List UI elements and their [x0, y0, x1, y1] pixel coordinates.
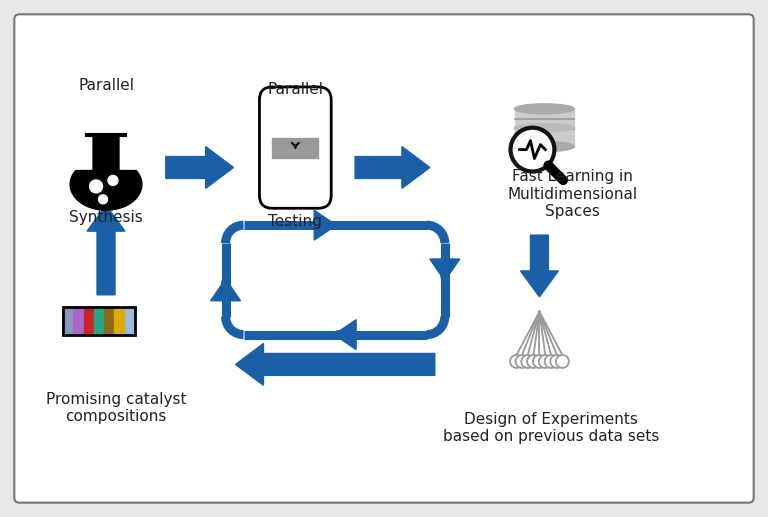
Circle shape [98, 195, 108, 204]
Bar [63, 307, 135, 334]
Bar [114, 307, 124, 334]
Bar [124, 307, 135, 334]
Bar [104, 307, 114, 334]
Text: Fast Learning in
Multidimensional
Spaces: Fast Learning in Multidimensional Spaces [507, 170, 637, 219]
Circle shape [108, 175, 118, 186]
Bar [84, 307, 94, 334]
FancyArrow shape [355, 147, 430, 188]
Text: Promising catalyst
compositions: Promising catalyst compositions [46, 392, 186, 424]
Polygon shape [70, 134, 142, 210]
FancyArrow shape [314, 210, 336, 240]
Circle shape [527, 355, 540, 368]
Ellipse shape [515, 142, 574, 151]
Circle shape [539, 355, 551, 368]
FancyArrow shape [521, 235, 558, 297]
FancyBboxPatch shape [260, 87, 331, 208]
Circle shape [551, 355, 563, 368]
Circle shape [545, 355, 558, 368]
Circle shape [510, 355, 523, 368]
Ellipse shape [515, 124, 574, 132]
Circle shape [521, 355, 535, 368]
Text: Parallel: Parallel [267, 82, 323, 97]
FancyArrow shape [87, 205, 125, 295]
Circle shape [556, 355, 569, 368]
FancyArrow shape [430, 259, 460, 281]
Circle shape [511, 128, 554, 172]
Circle shape [533, 355, 546, 368]
Ellipse shape [515, 104, 574, 114]
Text: Design of Experiments
based on previous data sets: Design of Experiments based on previous … [443, 412, 660, 444]
Text: Parallel: Parallel [78, 79, 134, 94]
FancyArrow shape [210, 279, 240, 301]
FancyArrow shape [334, 320, 356, 349]
Bar [273, 138, 318, 158]
Bar [94, 307, 104, 334]
Text: Testing: Testing [268, 214, 323, 229]
FancyArrow shape [236, 343, 435, 385]
Bar [63, 307, 74, 334]
FancyBboxPatch shape [15, 14, 753, 503]
Bar [74, 307, 84, 334]
FancyArrow shape [166, 147, 233, 188]
Bar [515, 109, 574, 147]
Text: Synthesis: Synthesis [69, 210, 143, 225]
Circle shape [90, 180, 102, 193]
Circle shape [515, 355, 528, 368]
